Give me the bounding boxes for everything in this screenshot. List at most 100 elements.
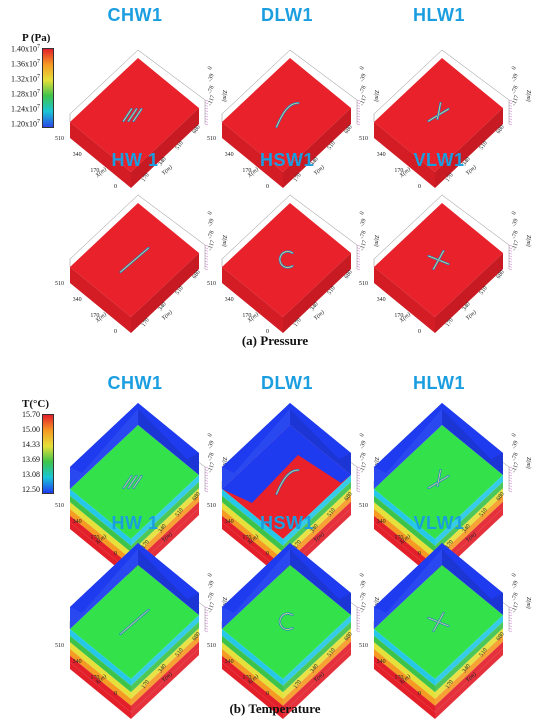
y-tick-label: 680 — [344, 269, 354, 280]
well-core — [437, 102, 441, 120]
front-right-layer — [131, 621, 199, 693]
x-tick-label: 340 — [377, 519, 386, 525]
z-tick-label: -117 — [359, 602, 368, 614]
panel-label: HW 1 — [111, 150, 159, 170]
top-cap — [374, 543, 503, 613]
legend-colorbar — [42, 414, 54, 494]
z-tick-label: -39 — [511, 440, 519, 450]
frame-tick — [508, 490, 513, 493]
well-trace-vlw — [427, 611, 450, 633]
front-right-layer — [435, 641, 503, 713]
front-right-layer — [435, 475, 503, 546]
z-tick-label: -78 — [359, 85, 367, 95]
frame-tick — [356, 606, 361, 609]
x-tick-label: 510 — [359, 643, 368, 649]
x-tick-label: 0 — [266, 184, 269, 190]
x-tick-label: 340 — [377, 297, 386, 303]
front-left-layer — [222, 655, 283, 713]
z-tick-label: -39 — [359, 440, 367, 450]
legend-tick: 14.33 — [22, 440, 40, 449]
section-caption: (a) Pressure — [241, 333, 309, 348]
front-left-layer — [222, 489, 283, 546]
front-right-layer — [283, 628, 351, 699]
y-tick-label: 510 — [479, 647, 489, 658]
front-right-layer — [283, 641, 351, 713]
z-tick-label: -39 — [359, 73, 367, 83]
y-tick-label: 170 — [445, 317, 455, 328]
front-left-layer — [70, 489, 131, 546]
front-left-layer — [70, 642, 131, 699]
front-right-face — [131, 253, 199, 333]
x-tick-label: 510 — [359, 503, 368, 509]
x-tick-label: 0 — [418, 691, 421, 697]
y-tick-label: 170 — [141, 539, 151, 550]
frame-tick — [356, 268, 361, 271]
top-cap — [374, 403, 503, 473]
frame-tick — [356, 466, 361, 469]
frame-tick — [204, 614, 209, 617]
top-cap — [70, 403, 199, 473]
frame-tick — [204, 609, 209, 611]
z-tick-label: 0 — [511, 433, 518, 438]
x-tick-label: 510 — [55, 281, 64, 287]
front-left-face — [70, 267, 131, 333]
frame-tick — [508, 258, 513, 260]
frame-tick — [356, 472, 361, 474]
frame-tick — [508, 474, 513, 477]
front-right-layer — [435, 495, 503, 566]
front-right-layer — [283, 488, 351, 559]
frame-tick — [508, 477, 513, 479]
y-tick-label: 680 — [496, 124, 506, 135]
frame-tick — [356, 107, 361, 110]
front-right-layer — [435, 615, 503, 686]
front-right-layer — [131, 648, 199, 719]
z-tick-label: -78 — [359, 592, 367, 602]
front-left-layer — [70, 649, 131, 706]
x-tick-label: 340 — [73, 519, 82, 525]
frame-tick — [508, 110, 513, 112]
frame-tick — [204, 107, 209, 110]
legend-tick: 1.24x107 — [11, 104, 40, 114]
z-tick-label: -78 — [207, 230, 215, 240]
frame-tick — [204, 244, 209, 247]
frame-tick — [356, 260, 361, 263]
frame-tick — [204, 482, 209, 485]
frame-tick — [356, 250, 361, 252]
legend-tick: 1.20x107 — [11, 119, 40, 129]
x-tick-label: 510 — [207, 136, 216, 142]
frame-tick — [356, 488, 361, 490]
y-tick-label: 510 — [327, 647, 337, 658]
frame-tick — [204, 628, 209, 630]
frame-tick — [508, 606, 513, 609]
x-tick-label: 0 — [114, 329, 117, 335]
z-tick-label: 0 — [511, 573, 518, 578]
frame-tick — [204, 480, 209, 482]
z-tick-label: -117 — [207, 602, 216, 614]
frame-tick — [204, 469, 209, 471]
x-tick-label: 170 — [90, 168, 99, 174]
x-tick-label: 510 — [55, 136, 64, 142]
bounding-box — [373, 49, 513, 126]
well-core — [120, 609, 149, 635]
front-left-face — [374, 122, 435, 188]
x-tick-label: 340 — [225, 519, 234, 525]
front-right-layer — [435, 621, 503, 693]
z-tick-label: -117 — [511, 602, 520, 614]
frame-tick — [356, 485, 361, 487]
frame-tick — [356, 255, 361, 257]
frame-tick — [204, 266, 209, 268]
frame-tick — [508, 617, 513, 619]
x-tick-label: 170 — [394, 675, 403, 681]
z-tick-label: -78 — [511, 452, 519, 462]
y-tick-label: 680 — [344, 124, 354, 135]
y-tick-label: 170 — [293, 317, 303, 328]
legend-tick: 1.40x107 — [11, 44, 40, 54]
front-right-layer — [283, 648, 351, 719]
section-caption: (b) Temperature — [229, 701, 321, 716]
